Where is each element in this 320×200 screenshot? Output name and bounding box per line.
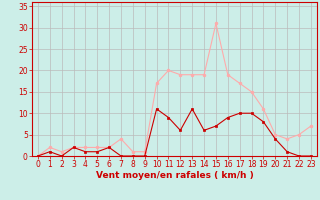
X-axis label: Vent moyen/en rafales ( km/h ): Vent moyen/en rafales ( km/h ) [96, 171, 253, 180]
